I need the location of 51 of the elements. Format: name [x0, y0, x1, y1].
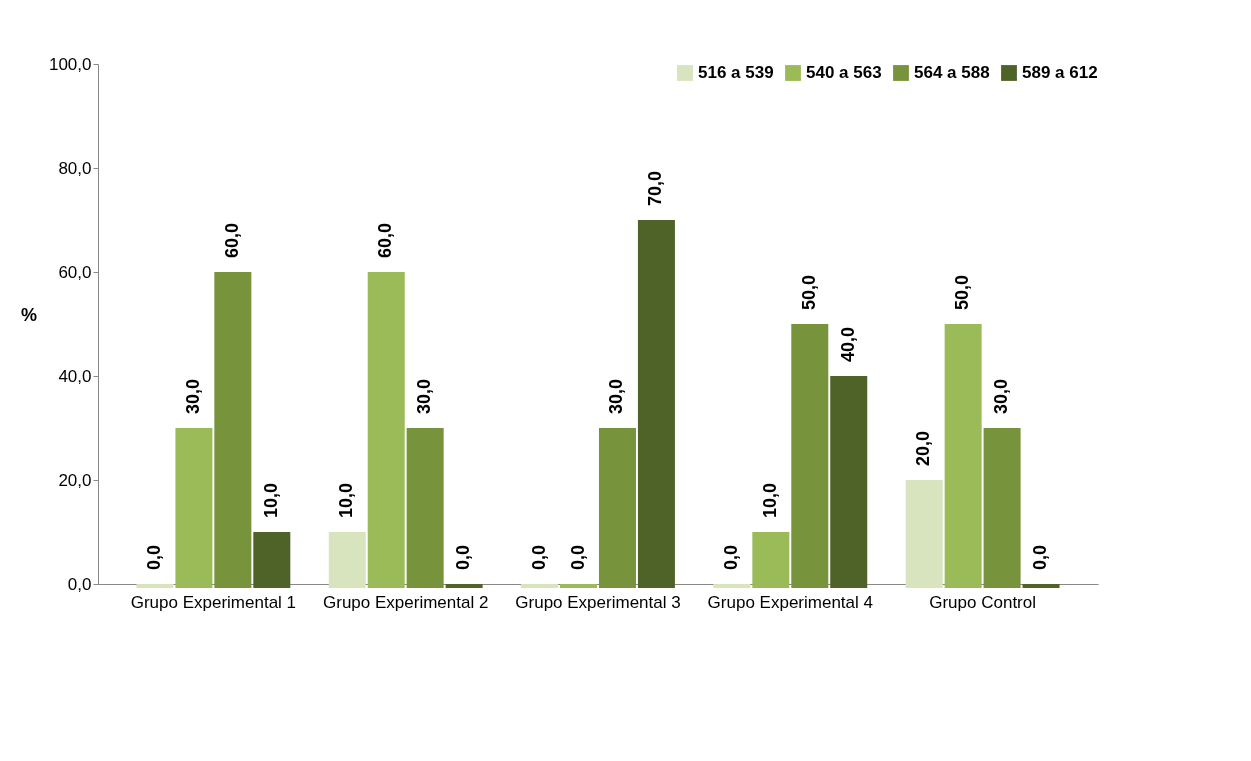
- data-label: 0,0: [1030, 544, 1051, 570]
- data-label: 30,0: [414, 378, 435, 414]
- data-label: 70,0: [645, 170, 666, 206]
- data-label: 60,0: [221, 222, 242, 258]
- legend-label: 516 a 539: [698, 63, 774, 82]
- bar: [905, 480, 943, 588]
- y-tick-label: 100,0: [48, 54, 92, 74]
- data-label: 0,0: [720, 544, 741, 570]
- x-tick-label: Grupo Experimental 3: [515, 592, 681, 612]
- data-label: 10,0: [336, 482, 357, 518]
- bar: [830, 376, 868, 588]
- x-tick-label: Grupo Experimental 1: [130, 592, 297, 612]
- data-label: 10,0: [759, 482, 780, 518]
- data-label: 0,0: [143, 544, 164, 570]
- bar: [598, 428, 636, 588]
- bar: [944, 324, 982, 588]
- bar: [214, 272, 252, 588]
- bar: [367, 272, 405, 588]
- x-tick-label: Grupo Experimental 4: [707, 592, 873, 612]
- x-tick-label: Grupo Experimental 2: [323, 592, 489, 612]
- y-tick-label: 40,0: [58, 366, 92, 386]
- data-label: 60,0: [375, 222, 396, 258]
- data-label: 30,0: [182, 378, 203, 414]
- data-label: 40,0: [837, 326, 858, 362]
- data-label: 30,0: [991, 378, 1012, 414]
- bar: [406, 428, 444, 588]
- bar: [791, 324, 829, 588]
- legend-label: 540 a 563: [806, 63, 882, 82]
- bar: [560, 584, 598, 588]
- y-axis-title: %: [20, 304, 37, 325]
- y-tick-label: 0,0: [67, 574, 92, 594]
- bar: [752, 532, 790, 588]
- data-label: 0,0: [528, 544, 549, 570]
- y-tick-label: 60,0: [58, 262, 92, 282]
- data-label: 30,0: [606, 378, 627, 414]
- legend-label: 564 a 588: [914, 63, 990, 82]
- x-tick-label: Grupo Control: [929, 592, 1037, 612]
- data-label: 50,0: [798, 274, 819, 310]
- bar: [253, 532, 291, 588]
- bar: [175, 428, 213, 588]
- data-label: 10,0: [260, 482, 281, 518]
- y-tick-label: 20,0: [58, 470, 92, 490]
- bar: [637, 220, 675, 588]
- data-label: 20,0: [913, 430, 934, 466]
- data-label: 50,0: [952, 274, 973, 310]
- data-label: 0,0: [453, 544, 474, 570]
- legend-label: 589 a 612: [1022, 63, 1098, 82]
- data-label: 0,0: [567, 544, 588, 570]
- y-tick-label: 80,0: [58, 158, 92, 178]
- bar: [983, 428, 1021, 588]
- bar: [328, 532, 366, 588]
